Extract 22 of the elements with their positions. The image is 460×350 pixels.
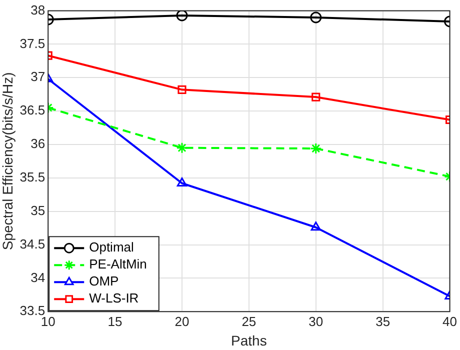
legend-label: Optimal	[89, 240, 134, 255]
x-tick-label: 40	[442, 314, 458, 329]
y-tick-label: 33.5	[20, 303, 46, 318]
x-tick-label: 15	[108, 314, 122, 329]
y-axis-title: Spectral Efficiency(bits/s/Hz)	[0, 72, 16, 250]
y-tick-label: 34	[30, 270, 46, 285]
y-tick-label: 36	[30, 136, 46, 152]
x-axis-title: Paths	[231, 332, 267, 348]
y-tick-label: 35	[30, 202, 46, 218]
legend-label: OMP	[89, 274, 119, 289]
x-tick-label: 25	[242, 314, 256, 329]
y-tick-label: 34.5	[20, 236, 46, 252]
y-tick-label: 37	[30, 69, 46, 84]
y-tick-label: 35.5	[20, 169, 46, 184]
legend-label: PE-AltMin	[89, 256, 147, 272]
x-tick-label: 30	[308, 314, 324, 329]
legend-label: W-LS-IR	[89, 290, 139, 306]
y-tick-label: 38	[30, 2, 46, 18]
x-tick-label: 20	[174, 314, 190, 329]
y-tick-label: 37.5	[20, 36, 46, 51]
y-tick-label: 36.5	[20, 102, 46, 118]
x-tick-label: 35	[376, 314, 390, 329]
